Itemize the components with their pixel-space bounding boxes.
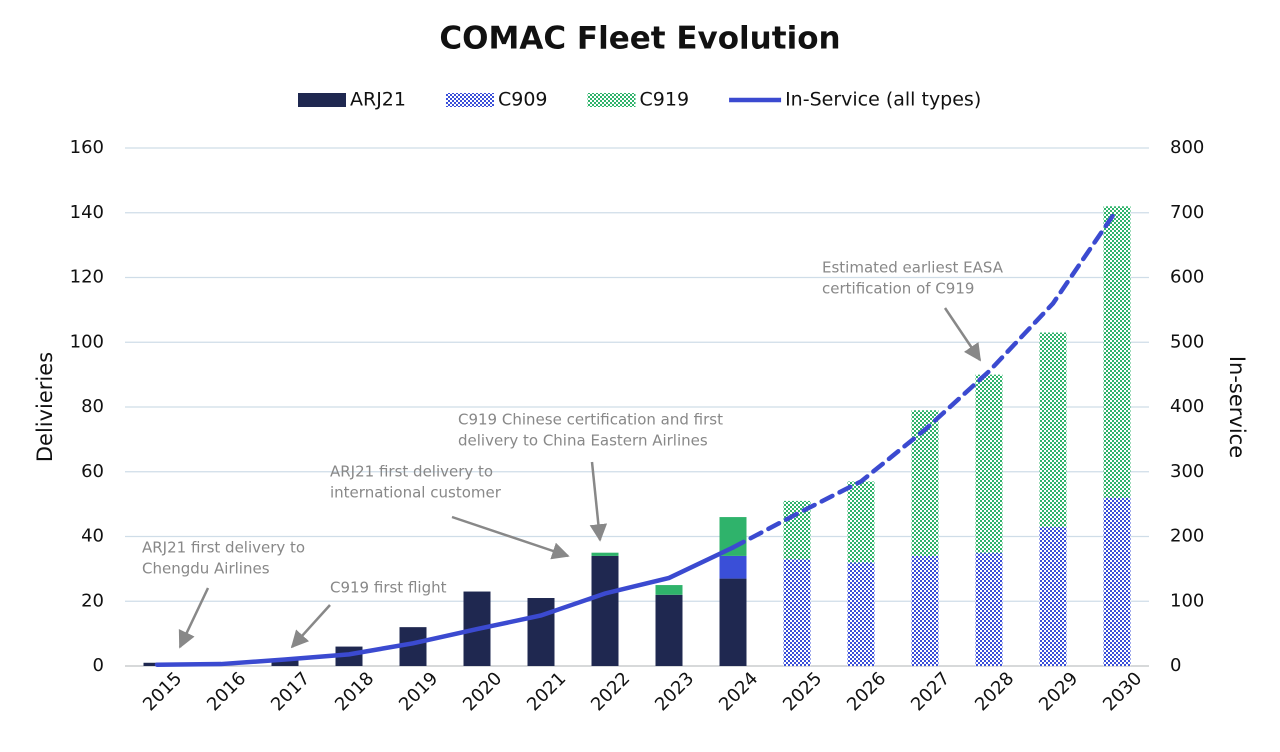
y2-tick-label: 0 — [1170, 655, 1181, 676]
bar — [1103, 497, 1131, 666]
y2-tick-label: 200 — [1170, 526, 1204, 547]
chart-title: COMAC Fleet Evolution — [439, 21, 840, 57]
y2-tick-label: 700 — [1170, 202, 1204, 223]
legend-swatch — [587, 93, 636, 107]
bar — [719, 578, 747, 666]
annotation: certification of C919 — [822, 280, 974, 298]
x-tick-label: 2018 — [331, 668, 378, 715]
y2-tick-label: 400 — [1170, 396, 1204, 417]
y2-tick-label: 600 — [1170, 267, 1204, 288]
x-tick-label: 2020 — [459, 668, 506, 715]
legend-label: C919 — [640, 89, 690, 111]
line — [154, 545, 736, 667]
legend-label: ARJ21 — [350, 89, 406, 111]
x-tick-label: 2029 — [1035, 668, 1082, 715]
x-tick-label: 2028 — [971, 668, 1018, 715]
line-projection — [730, 207, 1120, 550]
x-tick-label: 2019 — [395, 668, 442, 715]
bar — [975, 552, 1003, 666]
y-tick-label: 140 — [70, 202, 104, 223]
x-tick-label: 2030 — [1099, 668, 1146, 715]
annotation: C919 first flight — [330, 579, 447, 597]
bar — [783, 559, 811, 666]
annotation-arrow — [943, 307, 982, 362]
y2-tick-label: 800 — [1170, 137, 1204, 158]
bar — [975, 374, 1003, 553]
x-tick-label: 2015 — [139, 668, 186, 715]
legend-swatch — [445, 93, 494, 107]
bar — [655, 585, 683, 595]
y-tick-label: 80 — [81, 396, 104, 417]
annotation: Chengdu Airlines — [142, 560, 270, 578]
bar — [719, 555, 747, 579]
y-tick-label: 0 — [93, 655, 104, 676]
x-tick-label: 2025 — [779, 668, 826, 715]
annotation-arrow — [589, 461, 608, 542]
y-tick-label: 120 — [70, 267, 104, 288]
y-tick-label: 60 — [81, 461, 104, 482]
bar — [655, 594, 683, 666]
y2-tick-label: 500 — [1170, 331, 1204, 352]
bar — [847, 481, 875, 563]
legend-label: C909 — [498, 89, 548, 111]
x-tick-label: 2024 — [715, 668, 762, 715]
bar — [1039, 526, 1067, 666]
annotation: international customer — [330, 484, 502, 502]
bar — [1039, 332, 1067, 527]
x-tick-label: 2022 — [587, 668, 634, 715]
legend-swatch — [298, 93, 346, 107]
y2-tick-label: 300 — [1170, 461, 1204, 482]
y2-tick-label: 100 — [1170, 590, 1204, 611]
bar — [1103, 206, 1131, 498]
bar — [271, 659, 299, 666]
annotation: delivery to China Eastern Airlines — [458, 432, 708, 450]
bar — [847, 562, 875, 666]
bar — [911, 410, 939, 556]
y2-axis-title: In-service — [1225, 356, 1249, 458]
bar — [911, 555, 939, 666]
x-tick-label: 2026 — [843, 668, 890, 715]
bar — [591, 552, 619, 556]
annotation: C919 Chinese certification and first — [458, 411, 723, 429]
annotation-arrow — [451, 515, 570, 560]
annotation: Estimated earliest EASA — [822, 259, 1004, 277]
x-tick-label: 2027 — [907, 668, 954, 715]
x-tick-label: 2016 — [203, 668, 250, 715]
y-tick-label: 40 — [81, 526, 104, 547]
annotation-arrow — [290, 604, 331, 649]
y-axis-title: Delivieries — [33, 352, 57, 462]
annotation-arrow — [178, 587, 210, 649]
y-tick-label: 160 — [70, 137, 104, 158]
annotation: ARJ21 first delivery to — [142, 539, 305, 557]
bar — [527, 598, 555, 666]
bar — [591, 555, 619, 666]
y-tick-label: 100 — [70, 331, 104, 352]
x-tick-label: 2021 — [523, 668, 570, 715]
x-tick-label: 2023 — [651, 668, 698, 715]
annotation: ARJ21 first delivery to — [330, 463, 493, 481]
y-tick-label: 20 — [81, 590, 104, 611]
x-tick-label: 2017 — [267, 668, 314, 715]
legend-label: In-Service (all types) — [785, 89, 981, 111]
